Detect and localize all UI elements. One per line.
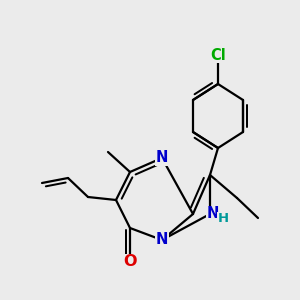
Text: N: N xyxy=(207,206,219,221)
Text: H: H xyxy=(218,212,229,226)
Text: N: N xyxy=(156,151,168,166)
Text: N: N xyxy=(156,232,168,247)
Text: O: O xyxy=(123,254,137,269)
Text: Cl: Cl xyxy=(210,47,226,62)
